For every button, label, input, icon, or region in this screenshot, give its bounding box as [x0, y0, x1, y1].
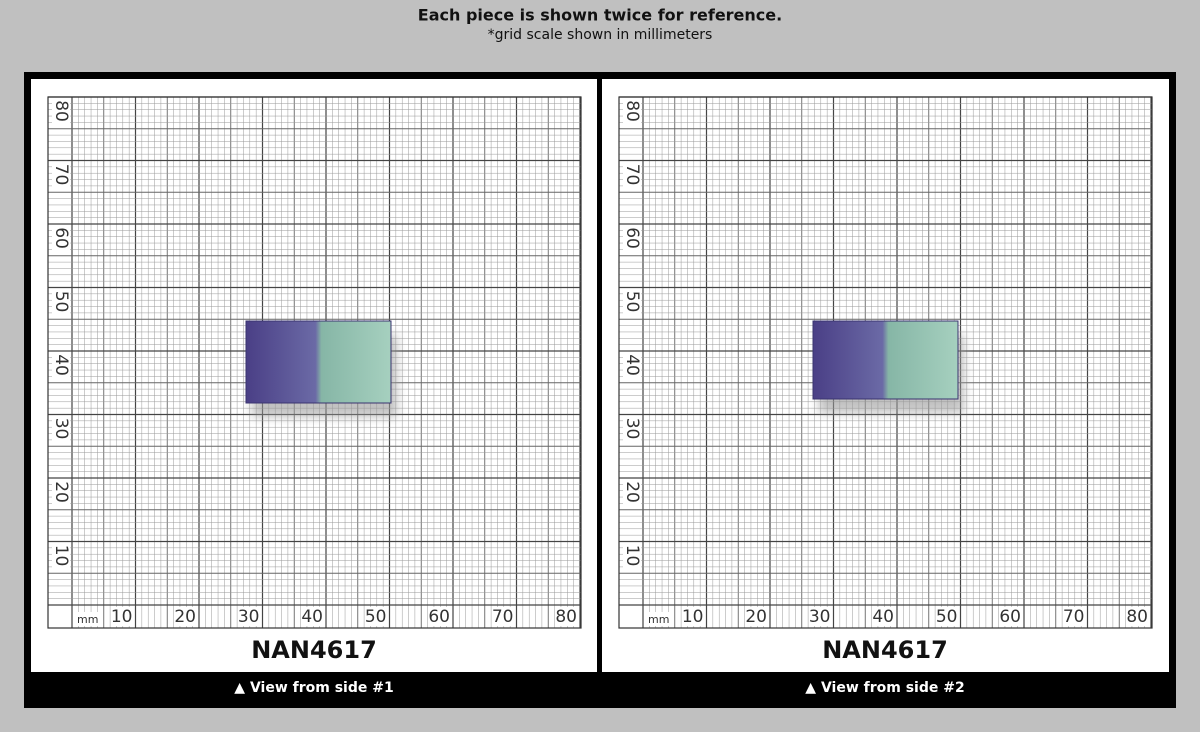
x-axis-label: 30 [809, 607, 831, 627]
label-backing [647, 612, 673, 626]
product-code: NAN4617 [822, 636, 948, 664]
label-backing [623, 480, 641, 504]
label-backing [623, 543, 641, 568]
product-code: NAN4617 [251, 636, 377, 664]
title: Each piece is shown twice for reference. [418, 6, 782, 25]
caption: ▲ View from side #2 [805, 680, 964, 696]
y-axis-label: 10 [622, 545, 642, 567]
y-axis-label: 10 [51, 545, 71, 567]
label-backing [302, 607, 324, 626]
unit-label: mm [648, 613, 669, 626]
x-axis-label: 80 [555, 607, 577, 627]
label-backing [809, 607, 832, 626]
x-axis-label: 40 [872, 607, 894, 627]
label-backing [175, 607, 197, 626]
y-axis-label: 70 [51, 164, 71, 186]
label-backing [623, 353, 641, 377]
label-backing [873, 607, 895, 626]
label-backing [52, 416, 70, 441]
stone [245, 320, 392, 404]
y-axis-label: 40 [51, 354, 71, 376]
x-axis-label: 40 [301, 607, 323, 627]
label-backing [682, 607, 705, 626]
x-axis-label: 10 [682, 607, 704, 627]
label-backing [746, 607, 768, 626]
label-backing [52, 480, 70, 504]
grid-border [618, 96, 1153, 629]
label-backing [52, 99, 70, 123]
y-axis-label: 60 [51, 227, 71, 249]
x-axis-label: 60 [999, 607, 1021, 627]
label-backing [623, 162, 641, 187]
grid-border [47, 96, 582, 629]
y-axis-label: 30 [51, 418, 71, 440]
x-axis-label: 20 [745, 607, 767, 627]
label-backing [52, 226, 70, 250]
label-backing [52, 289, 70, 314]
label-backing [492, 607, 515, 626]
x-axis-label: 50 [936, 607, 958, 627]
stone [812, 320, 959, 400]
y-axis-label: 80 [51, 100, 71, 122]
unit-label: mm [77, 613, 98, 626]
caption: ▲ View from side #1 [234, 680, 393, 696]
label-backing [365, 607, 388, 626]
label-backing [52, 543, 70, 568]
x-axis-label: 70 [492, 607, 514, 627]
y-axis-label: 50 [622, 291, 642, 313]
x-axis-label: 20 [174, 607, 196, 627]
label-backing [52, 162, 70, 187]
y-axis-label: 50 [51, 291, 71, 313]
label-backing [111, 607, 134, 626]
panel: 10 20 30 40 50 60 70 80 mm 10 20 30 40 50 60 70 80 NAN461… [31, 79, 597, 696]
label-backing [429, 607, 451, 626]
label-backing [1000, 607, 1022, 626]
label-backing [1127, 607, 1149, 626]
y-axis-label: 20 [51, 481, 71, 503]
y-axis-label: 30 [622, 418, 642, 440]
y-axis-label: 20 [622, 481, 642, 503]
label-backing [52, 353, 70, 377]
x-axis-label: 80 [1126, 607, 1148, 627]
panel: 10 20 30 40 50 60 70 80 mm 10 20 30 40 50 60 70 80 NAN461… [602, 79, 1169, 696]
label-backing [623, 99, 641, 123]
label-backing [556, 607, 578, 626]
x-axis-label: 30 [238, 607, 260, 627]
x-axis-label: 60 [428, 607, 450, 627]
label-backing [623, 416, 641, 441]
label-backing [76, 612, 102, 626]
y-axis-label: 60 [622, 227, 642, 249]
x-axis-label: 70 [1063, 607, 1085, 627]
x-axis-label: 50 [365, 607, 387, 627]
label-backing [238, 607, 261, 626]
y-axis-label: 80 [622, 100, 642, 122]
label-backing [623, 226, 641, 250]
panels: 10 20 30 40 50 60 70 80 mm 10 20 30 40 50 60 70 80 NAN461… [31, 79, 1169, 696]
y-axis-label: 70 [622, 164, 642, 186]
subtitle: *grid scale shown in millimeters [488, 27, 713, 43]
x-axis-label: 10 [111, 607, 133, 627]
label-backing [1063, 607, 1086, 626]
y-axis-label: 40 [622, 354, 642, 376]
label-backing [936, 607, 959, 626]
label-backing [623, 289, 641, 314]
